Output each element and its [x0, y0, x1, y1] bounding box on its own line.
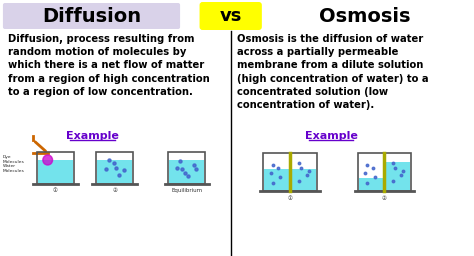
Text: Osmosis is the diffusion of water
across a partially permeable
membrane from a d: Osmosis is the diffusion of water across… — [237, 34, 428, 110]
Bar — [97, 160, 132, 183]
Text: Diffusion: Diffusion — [42, 6, 141, 26]
Text: Example: Example — [66, 131, 119, 141]
Text: Diffusion, process resulting from
random motion of molecules by
which there is a: Diffusion, process resulting from random… — [8, 34, 210, 97]
Bar — [385, 162, 410, 190]
Text: Water
Molecules: Water Molecules — [3, 164, 25, 173]
Text: ①: ① — [288, 196, 292, 201]
Bar — [169, 160, 204, 183]
FancyBboxPatch shape — [3, 3, 180, 29]
Bar — [96, 152, 133, 184]
FancyBboxPatch shape — [200, 2, 262, 30]
Bar — [291, 169, 316, 190]
Text: Equilibrium: Equilibrium — [171, 188, 202, 193]
Text: Example: Example — [304, 131, 357, 141]
Bar — [37, 152, 74, 184]
Text: ①: ① — [53, 188, 58, 193]
Bar — [264, 169, 289, 190]
Bar — [38, 160, 73, 183]
Text: Dye
Molecules: Dye Molecules — [3, 155, 25, 164]
Bar — [359, 178, 383, 190]
Bar — [358, 153, 411, 191]
Bar — [264, 153, 317, 191]
Bar — [168, 152, 205, 184]
Text: Osmosis: Osmosis — [319, 6, 411, 26]
Text: vs: vs — [219, 7, 242, 25]
Text: ②: ② — [382, 196, 387, 201]
Text: ②: ② — [112, 188, 117, 193]
Circle shape — [43, 155, 53, 165]
